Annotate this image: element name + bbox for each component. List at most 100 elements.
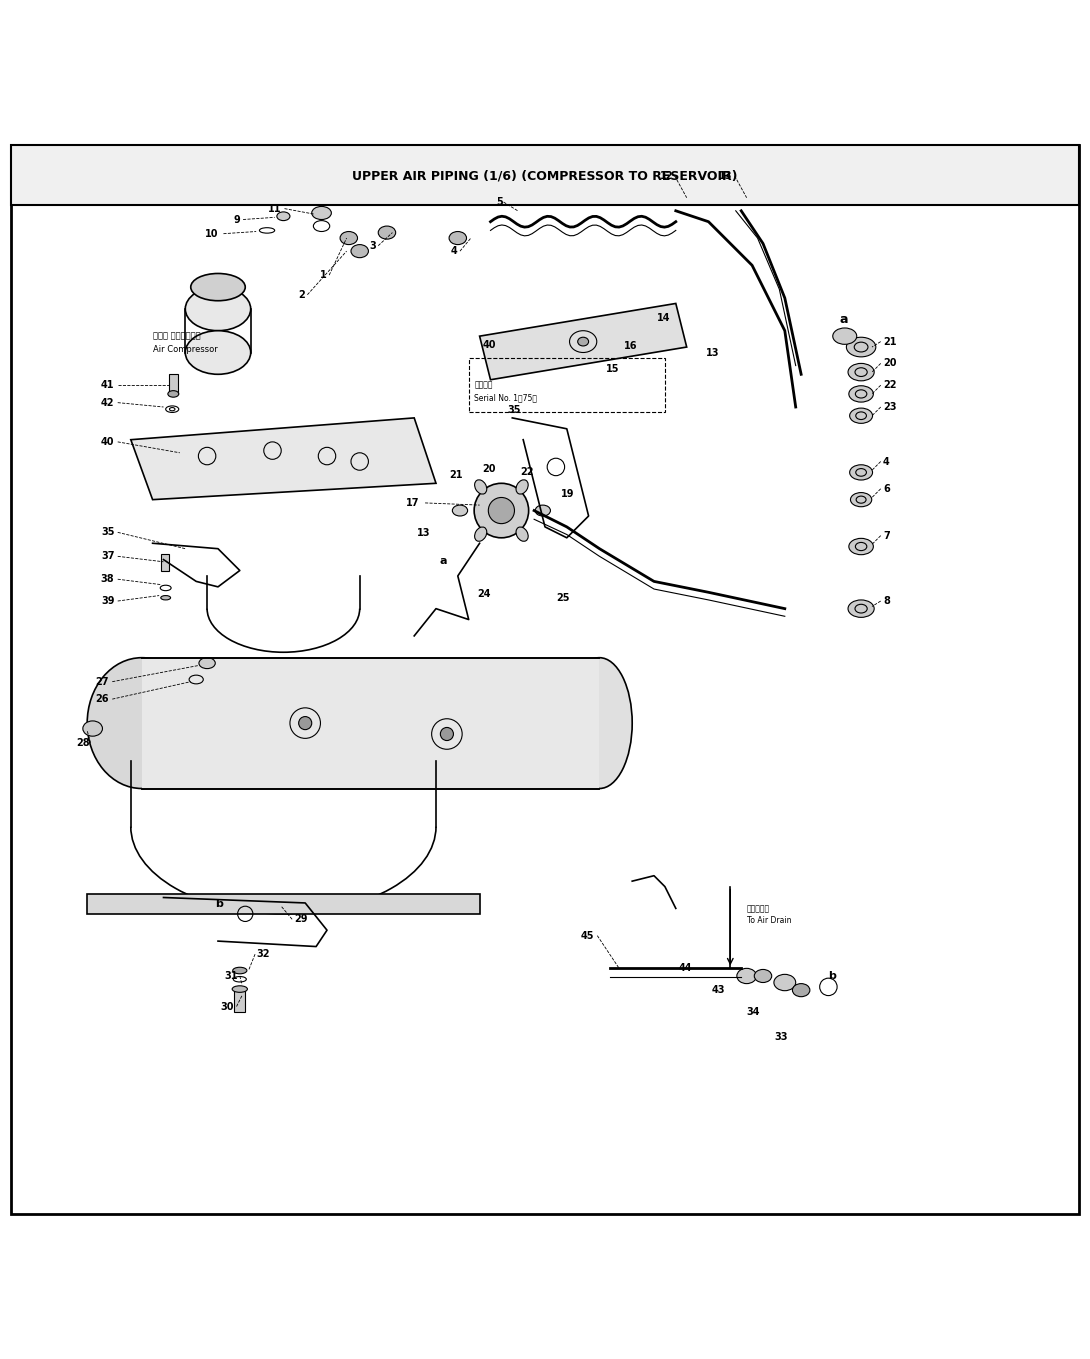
Ellipse shape <box>474 480 487 495</box>
Text: 40: 40 <box>101 436 114 447</box>
Text: 24: 24 <box>477 590 490 599</box>
Text: 13: 13 <box>417 529 431 538</box>
Ellipse shape <box>850 465 873 480</box>
Text: 20: 20 <box>483 465 496 474</box>
Text: エアドレン: エアドレン <box>747 904 770 913</box>
Text: 14: 14 <box>657 313 670 322</box>
Ellipse shape <box>161 595 171 599</box>
Text: 37: 37 <box>101 552 114 561</box>
Text: 35: 35 <box>508 405 521 416</box>
Text: b: b <box>216 900 223 909</box>
Text: 38: 38 <box>101 575 114 584</box>
Text: 1: 1 <box>320 270 327 280</box>
Text: 11: 11 <box>268 204 281 213</box>
Ellipse shape <box>567 658 632 788</box>
Text: 21: 21 <box>883 337 896 347</box>
Ellipse shape <box>848 599 874 617</box>
Text: 40: 40 <box>483 340 496 349</box>
Text: 34: 34 <box>747 1007 760 1017</box>
Text: 29: 29 <box>294 915 307 924</box>
Text: b: b <box>828 970 836 981</box>
Text: 3: 3 <box>370 241 376 250</box>
Text: 33: 33 <box>774 1031 787 1042</box>
Bar <box>234 991 245 1012</box>
Text: Serial No. 1：75～: Serial No. 1：75～ <box>474 394 537 402</box>
Ellipse shape <box>233 968 247 974</box>
Ellipse shape <box>168 390 179 397</box>
Ellipse shape <box>452 506 468 516</box>
Ellipse shape <box>277 212 290 220</box>
Text: Air Compressor: Air Compressor <box>153 345 217 353</box>
Circle shape <box>299 716 312 730</box>
Circle shape <box>474 484 529 538</box>
Text: 19: 19 <box>561 489 574 499</box>
Text: UPPER AIR PIPING (1/6) (COMPRESSOR TO RESERVOIR): UPPER AIR PIPING (1/6) (COMPRESSOR TO RE… <box>352 170 738 182</box>
Text: 15: 15 <box>606 364 619 374</box>
Bar <box>169 374 178 394</box>
Ellipse shape <box>87 658 196 788</box>
Ellipse shape <box>83 720 102 737</box>
Ellipse shape <box>378 226 396 239</box>
Text: 20: 20 <box>883 359 896 368</box>
Ellipse shape <box>312 207 331 220</box>
Text: 4: 4 <box>451 246 458 255</box>
Text: 12: 12 <box>659 171 673 181</box>
Bar <box>469 357 665 412</box>
Ellipse shape <box>850 408 873 424</box>
Ellipse shape <box>516 480 529 495</box>
Ellipse shape <box>754 969 772 983</box>
Ellipse shape <box>774 974 796 991</box>
Ellipse shape <box>474 527 487 541</box>
Text: 28: 28 <box>76 738 89 747</box>
Ellipse shape <box>849 386 873 402</box>
Ellipse shape <box>848 363 874 381</box>
Text: a: a <box>839 314 848 326</box>
Text: 9: 9 <box>233 215 240 224</box>
Text: 26: 26 <box>96 694 109 704</box>
Text: 43: 43 <box>712 985 725 995</box>
Text: エアー コンプレッナ: エアー コンプレッナ <box>153 332 201 341</box>
Polygon shape <box>131 419 436 500</box>
Text: 13: 13 <box>706 348 719 357</box>
Text: 21: 21 <box>450 470 463 480</box>
Bar <box>87 894 480 913</box>
Text: 45: 45 <box>581 931 594 940</box>
Polygon shape <box>480 303 687 379</box>
Text: 4: 4 <box>883 457 889 466</box>
Ellipse shape <box>340 231 358 245</box>
Ellipse shape <box>198 658 216 669</box>
Text: 17: 17 <box>407 497 420 508</box>
Text: 44: 44 <box>679 964 692 973</box>
Ellipse shape <box>792 984 810 996</box>
Circle shape <box>440 727 453 741</box>
Ellipse shape <box>737 969 756 984</box>
Text: 13: 13 <box>719 171 732 181</box>
Circle shape <box>488 497 514 523</box>
Ellipse shape <box>185 287 251 330</box>
Text: 30: 30 <box>221 1002 234 1011</box>
Text: 2: 2 <box>299 289 305 300</box>
Text: 10: 10 <box>205 228 218 239</box>
Text: 6: 6 <box>883 484 889 493</box>
Text: a: a <box>439 556 447 565</box>
Ellipse shape <box>191 273 245 300</box>
Text: To Air Drain: To Air Drain <box>747 916 791 925</box>
Text: 25: 25 <box>556 593 569 603</box>
Ellipse shape <box>833 328 857 344</box>
Ellipse shape <box>351 245 368 258</box>
Text: 22: 22 <box>883 381 896 390</box>
Ellipse shape <box>185 330 251 374</box>
Ellipse shape <box>850 492 872 507</box>
Text: 8: 8 <box>883 597 889 606</box>
Text: 22: 22 <box>521 467 534 477</box>
Text: 35: 35 <box>101 527 114 537</box>
Text: 7: 7 <box>883 530 889 541</box>
Text: 42: 42 <box>101 398 114 408</box>
Text: 31: 31 <box>225 970 238 981</box>
Ellipse shape <box>578 337 589 347</box>
Text: 32: 32 <box>256 949 269 959</box>
Text: 16: 16 <box>625 341 638 351</box>
Ellipse shape <box>849 538 873 554</box>
Text: 23: 23 <box>883 402 896 412</box>
Polygon shape <box>142 658 600 788</box>
